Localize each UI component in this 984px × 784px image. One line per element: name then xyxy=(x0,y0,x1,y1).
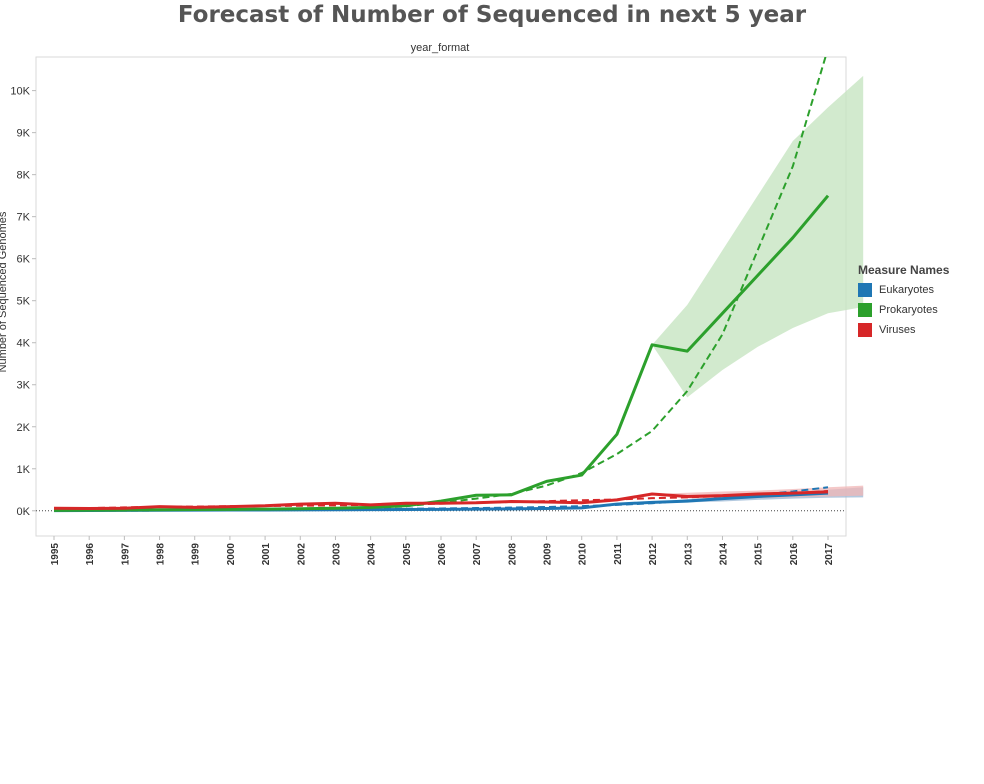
x-tick-label: 2000 xyxy=(226,543,237,566)
x-tick-label: 2011 xyxy=(613,543,624,565)
legend-item-prokaryotes[interactable]: Prokaryotes xyxy=(858,300,949,320)
y-tick-label: 3K xyxy=(17,380,31,392)
x-tick-label: 1997 xyxy=(120,543,131,566)
legend-label-prokaryotes: Prokaryotes xyxy=(879,304,938,316)
y-tick-label: 4K xyxy=(17,338,31,350)
x-tick-label: 2008 xyxy=(507,543,518,566)
y-tick-label: 6K xyxy=(17,254,31,266)
prokaryotes-series-line xyxy=(53,194,830,512)
y-tick-label: 8K xyxy=(17,170,31,182)
x-tick-label: 2004 xyxy=(367,543,378,566)
y-tick-label: 7K xyxy=(17,212,31,224)
legend-swatch-prokaryotes xyxy=(858,303,872,317)
x-tick-label: 2017 xyxy=(824,543,835,566)
chart-title: Forecast of Number of Sequenced in next … xyxy=(177,2,807,28)
x-tick-label: 2001 xyxy=(261,543,272,566)
x-tick-label: 2013 xyxy=(683,543,694,566)
x-tick-label: 2016 xyxy=(789,543,800,566)
prokaryotes-forecast-band xyxy=(652,75,864,398)
y-tick-label: 0K xyxy=(17,506,31,518)
x-tick-label: 2002 xyxy=(296,543,307,566)
x-tick-label: 2003 xyxy=(331,543,342,566)
legend-item-viruses[interactable]: Viruses xyxy=(858,320,949,340)
legend: Measure Names Eukaryotes Prokaryotes Virus… xyxy=(858,263,949,340)
viruses-series-line xyxy=(53,490,829,510)
y-axis-label: Number of Sequenced Genomes xyxy=(0,211,9,372)
y-tick-label: 9K xyxy=(17,128,31,140)
x-tick-label: 2005 xyxy=(402,543,413,566)
y-tick-label: 5K xyxy=(17,296,31,308)
x-tick-label: 2014 xyxy=(718,543,729,566)
x-tick-label: 2006 xyxy=(437,543,448,566)
x-tick-label: 2009 xyxy=(543,543,554,566)
x-tick-label: 1999 xyxy=(191,543,202,566)
x-tick-label: 2012 xyxy=(648,543,659,566)
chart-subtitle: year_format xyxy=(411,42,470,54)
x-tick-label: 2007 xyxy=(472,543,483,566)
legend-swatch-eukaryotes xyxy=(858,283,872,297)
x-tick-label: 1995 xyxy=(50,543,61,566)
y-tick-label: 2K xyxy=(17,422,31,434)
y-tick-label: 1K xyxy=(17,464,31,476)
x-tick-label: 2010 xyxy=(578,543,589,566)
legend-swatch-viruses xyxy=(858,323,872,337)
x-tick-label: 2015 xyxy=(754,543,765,566)
legend-label-viruses: Viruses xyxy=(879,324,916,336)
x-tick-label: 1998 xyxy=(156,543,167,566)
legend-item-eukaryotes[interactable]: Eukaryotes xyxy=(858,280,949,300)
legend-label-eukaryotes: Eukaryotes xyxy=(879,284,935,296)
legend-title: Measure Names xyxy=(858,263,950,277)
x-tick-label: 1996 xyxy=(85,543,96,566)
y-tick-label: 10K xyxy=(10,86,30,98)
